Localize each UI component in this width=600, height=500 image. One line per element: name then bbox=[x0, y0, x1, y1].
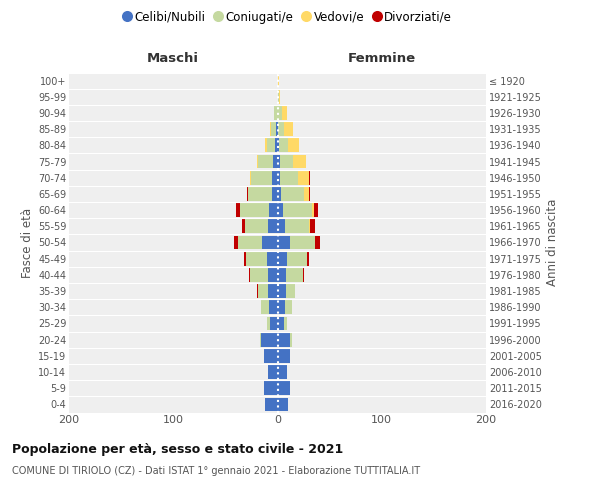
Bar bbox=[284, 122, 293, 136]
Bar bbox=[244, 252, 246, 266]
Bar bbox=[277, 382, 290, 395]
Bar bbox=[260, 333, 261, 346]
Bar bbox=[293, 154, 305, 168]
Bar bbox=[277, 106, 281, 120]
Y-axis label: Anni di nascita: Anni di nascita bbox=[546, 199, 559, 286]
Bar bbox=[278, 90, 280, 104]
Bar bbox=[277, 90, 278, 104]
Bar bbox=[310, 220, 315, 233]
Bar bbox=[286, 284, 295, 298]
Bar bbox=[250, 171, 251, 184]
Bar bbox=[277, 333, 290, 346]
Bar bbox=[238, 236, 262, 250]
Bar bbox=[268, 220, 277, 233]
Bar bbox=[270, 122, 271, 136]
Bar bbox=[275, 138, 277, 152]
Bar bbox=[272, 187, 277, 201]
Bar bbox=[268, 268, 277, 282]
Legend: Celibi/Nubili, Coniugati/e, Vedovi/e, Divorziati/e: Celibi/Nubili, Coniugati/e, Vedovi/e, Di… bbox=[119, 6, 457, 28]
Bar bbox=[242, 220, 245, 233]
Bar bbox=[277, 122, 284, 136]
Bar bbox=[277, 187, 281, 201]
Bar bbox=[270, 316, 277, 330]
Bar bbox=[267, 316, 270, 330]
Bar bbox=[290, 333, 292, 346]
Bar bbox=[281, 106, 287, 120]
Bar bbox=[277, 236, 290, 250]
Bar bbox=[269, 300, 277, 314]
Bar bbox=[274, 106, 277, 120]
Y-axis label: Fasce di età: Fasce di età bbox=[20, 208, 34, 278]
Bar bbox=[288, 138, 299, 152]
Bar bbox=[309, 171, 310, 184]
Bar bbox=[277, 252, 287, 266]
Bar bbox=[277, 284, 286, 298]
Bar bbox=[269, 203, 277, 217]
Bar bbox=[240, 203, 269, 217]
Text: Femmine: Femmine bbox=[347, 52, 416, 65]
Bar bbox=[283, 203, 312, 217]
Bar bbox=[314, 203, 318, 217]
Bar bbox=[268, 365, 277, 379]
Bar bbox=[251, 171, 272, 184]
Bar bbox=[247, 187, 248, 201]
Bar bbox=[286, 268, 302, 282]
Bar bbox=[277, 203, 283, 217]
Text: COMUNE DI TIRIOLO (CZ) - Dati ISTAT 1° gennaio 2021 - Elaborazione TUTTITALIA.IT: COMUNE DI TIRIOLO (CZ) - Dati ISTAT 1° g… bbox=[12, 466, 420, 476]
Bar bbox=[277, 268, 286, 282]
Bar bbox=[304, 187, 309, 201]
Bar bbox=[309, 220, 310, 233]
Bar bbox=[245, 220, 268, 233]
Bar bbox=[277, 365, 287, 379]
Bar bbox=[267, 252, 277, 266]
Bar bbox=[277, 300, 285, 314]
Bar bbox=[298, 171, 309, 184]
Bar bbox=[277, 74, 278, 88]
Bar bbox=[264, 349, 277, 362]
Bar bbox=[274, 154, 277, 168]
Bar bbox=[257, 154, 274, 168]
Bar bbox=[267, 138, 275, 152]
Bar bbox=[261, 300, 269, 314]
Bar bbox=[315, 236, 320, 250]
Bar bbox=[287, 252, 307, 266]
Text: Popolazione per età, sesso e stato civile - 2021: Popolazione per età, sesso e stato civil… bbox=[12, 442, 343, 456]
Bar bbox=[309, 187, 310, 201]
Bar bbox=[236, 203, 240, 217]
Bar bbox=[272, 171, 277, 184]
Bar bbox=[265, 138, 267, 152]
Bar bbox=[277, 220, 285, 233]
Bar bbox=[277, 316, 284, 330]
Bar bbox=[264, 382, 277, 395]
Bar bbox=[246, 252, 267, 266]
Bar bbox=[285, 300, 292, 314]
Bar bbox=[277, 171, 280, 184]
Bar bbox=[277, 154, 280, 168]
Bar bbox=[284, 316, 287, 330]
Bar bbox=[277, 398, 288, 411]
Bar bbox=[271, 122, 277, 136]
Bar bbox=[290, 236, 315, 250]
Bar bbox=[261, 333, 277, 346]
Text: Maschi: Maschi bbox=[147, 52, 199, 65]
Bar bbox=[302, 268, 304, 282]
Bar bbox=[285, 220, 309, 233]
Bar bbox=[307, 252, 309, 266]
Bar bbox=[280, 171, 298, 184]
Bar bbox=[280, 154, 293, 168]
Bar bbox=[277, 138, 278, 152]
Bar bbox=[268, 284, 277, 298]
Bar bbox=[257, 284, 268, 298]
Bar bbox=[248, 187, 272, 201]
Bar bbox=[278, 138, 288, 152]
Bar bbox=[281, 187, 304, 201]
Bar bbox=[234, 236, 238, 250]
Bar bbox=[265, 398, 277, 411]
Bar bbox=[250, 268, 268, 282]
Bar bbox=[277, 349, 290, 362]
Bar bbox=[312, 203, 314, 217]
Bar bbox=[262, 236, 277, 250]
